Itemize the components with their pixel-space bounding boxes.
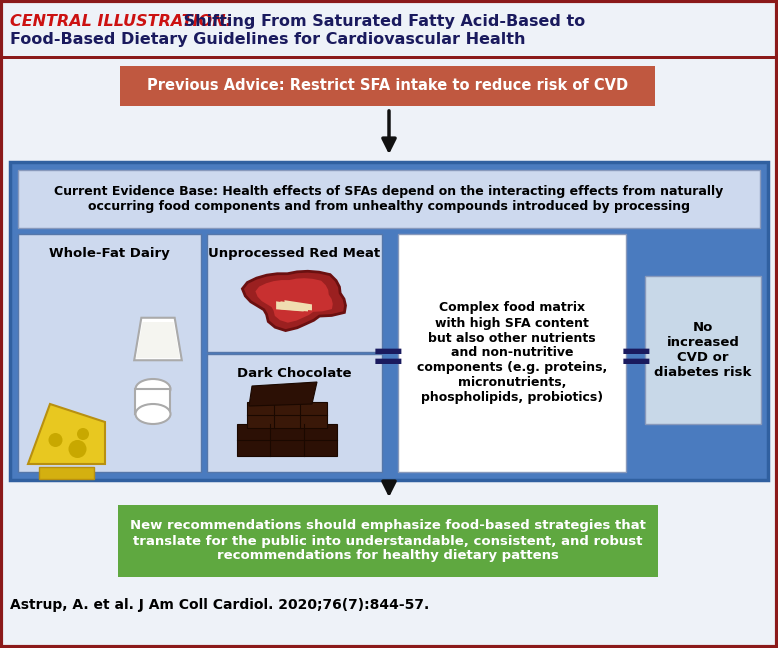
Bar [1,56,777,58]
Polygon shape [243,272,345,330]
Text: Astrup, A. et al. J Am Coll Cardiol. 2020;76(7):844-57.: Astrup, A. et al. J Am Coll Cardiol. 202… [10,598,429,612]
Circle shape [77,428,89,440]
Ellipse shape [135,404,170,424]
Text: =: = [370,337,405,379]
Polygon shape [39,467,94,479]
Text: Unprocessed Red Meat: Unprocessed Red Meat [209,247,380,260]
Bar [135,389,170,414]
Polygon shape [255,278,333,323]
FancyBboxPatch shape [118,505,658,577]
Polygon shape [28,404,105,464]
Text: No
increased
CVD or
diabetes risk: No increased CVD or diabetes risk [654,321,752,379]
FancyBboxPatch shape [10,162,768,480]
Polygon shape [249,382,317,406]
FancyBboxPatch shape [18,170,760,228]
Polygon shape [285,300,312,310]
Polygon shape [134,318,182,360]
FancyBboxPatch shape [18,234,201,472]
Text: Current Evidence Base: Health effects of SFAs depend on the interacting effects : Current Evidence Base: Health effects of… [54,185,724,213]
FancyBboxPatch shape [237,424,337,456]
Text: Dark Chocolate: Dark Chocolate [237,367,352,380]
FancyBboxPatch shape [645,276,761,424]
Polygon shape [281,301,308,312]
Text: Previous Advice: Restrict SFA intake to reduce risk of CVD: Previous Advice: Restrict SFA intake to … [147,78,628,93]
Text: Complex food matrix
with high SFA content
but also other nutrients
and non-nutri: Complex food matrix with high SFA conten… [417,301,607,404]
FancyBboxPatch shape [398,234,626,472]
Text: New recommendations should emphasize food-based strategies that
translate for th: New recommendations should emphasize foo… [130,520,646,562]
Ellipse shape [135,379,170,399]
FancyBboxPatch shape [120,66,655,106]
Circle shape [48,433,62,447]
FancyBboxPatch shape [207,354,382,472]
Polygon shape [276,301,303,312]
FancyBboxPatch shape [247,402,327,428]
Polygon shape [136,322,180,358]
Text: CENTRAL ILLUSTRATION:: CENTRAL ILLUSTRATION: [10,14,232,29]
Text: Shifting From Saturated Fatty Acid-Based to: Shifting From Saturated Fatty Acid-Based… [178,14,585,29]
FancyBboxPatch shape [207,234,382,352]
Circle shape [68,440,86,458]
Text: =: = [619,337,654,379]
Text: Whole-Fat Dairy: Whole-Fat Dairy [49,247,170,260]
Text: Food-Based Dietary Guidelines for Cardiovascular Health: Food-Based Dietary Guidelines for Cardio… [10,32,525,47]
